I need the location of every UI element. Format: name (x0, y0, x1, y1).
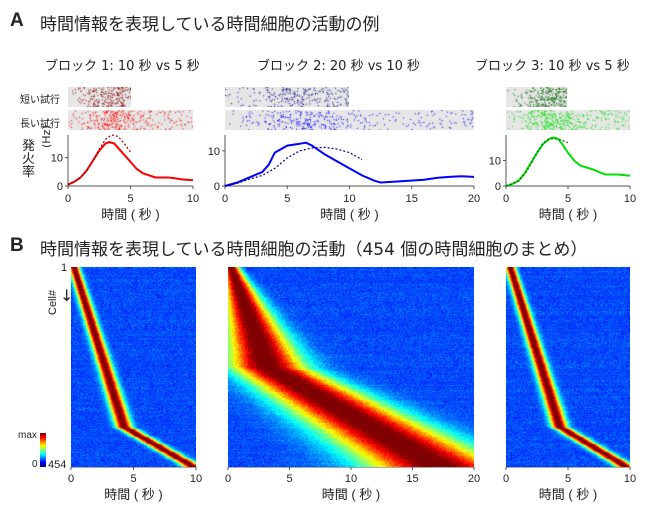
heatmap1-x-tick-label: 0 (68, 473, 74, 485)
block1-title: ブロック 1: 10 秒 vs 5 秒 (45, 59, 200, 74)
heatmap-3 (506, 267, 630, 467)
block3-dashed-line (505, 138, 569, 187)
block2-raster-long (225, 110, 474, 130)
short-trial-label: 短い試行 (20, 95, 60, 106)
block2-x-label: 時間 ( 秒 ) (320, 207, 379, 222)
block2-x-tick-label: 0 (222, 193, 228, 205)
block1-x-tick-label: 5 (127, 193, 133, 205)
block3-title: ブロック 3: 10 秒 vs 5 秒 (475, 59, 630, 74)
block3-solid-line (505, 136, 631, 187)
section-a-title: 時間情報を表現している時間細胞の活動の例 (40, 15, 380, 35)
block2-y-tick-label: 0 (214, 181, 220, 193)
heatmap1-x-label: 時間 ( 秒 ) (104, 487, 163, 502)
block2-x-tick-label: 20 (468, 193, 480, 205)
block3-y-tick-label: 10 (489, 156, 501, 168)
section-a-letter: A (10, 10, 24, 31)
cell-last-label: 454 (48, 459, 67, 471)
long-trial-label: 長い試行 (20, 119, 60, 130)
heatmap-1 (71, 267, 196, 467)
block1-x-tick-label: 10 (187, 193, 199, 205)
block2-raster-short (225, 87, 349, 107)
block3-x-tick-label: 5 (565, 193, 571, 205)
section-b-title: 時間情報を表現している時間細胞の活動（454 個の時間細胞のまとめ） (40, 240, 588, 260)
block2-x-tick-label: 5 (284, 193, 290, 205)
block3-x-label: 時間 ( 秒 ) (539, 207, 598, 222)
block2-x-tick-label: 10 (343, 193, 355, 205)
heatmap2-x-tick-label: 5 (286, 473, 292, 485)
heatmap3-x-tick-label: 5 (565, 473, 571, 485)
block1-raster-long (68, 110, 193, 130)
heatmap2-x-tick-label: 20 (468, 473, 480, 485)
block3-raster-long (506, 110, 630, 130)
heatmap2-x-tick-label: 10 (345, 473, 357, 485)
block1-x-label: 時間 ( 秒 ) (101, 207, 160, 222)
block1-solid-line (67, 141, 194, 186)
heatmap2-x-tick-label: 15 (406, 473, 418, 485)
block2-title: ブロック 2: 20 秒 vs 10 秒 (257, 59, 420, 74)
down-arrow-icon: ↓ (60, 286, 74, 305)
block2-dashed-line (224, 146, 363, 187)
heatmap3-x-tick-label: 10 (624, 473, 636, 485)
heatmap2-x-label: 時間 ( 秒 ) (322, 487, 381, 502)
block3-x-tick-label: 0 (503, 193, 509, 205)
block2-solid-line (224, 141, 475, 187)
heatmap3-x-label: 時間 ( 秒 ) (539, 487, 598, 502)
heatmap1-x-tick-label: 10 (190, 473, 202, 485)
block3-raster-short (506, 87, 567, 107)
section-b-letter: B (10, 235, 24, 256)
block1-y-tick-label: 10 (51, 153, 63, 165)
heatmap2-x-tick-label: 0 (225, 473, 231, 485)
colorbar-max-label: max (18, 430, 37, 441)
block3-x-tick-label: 10 (624, 193, 636, 205)
colorbar (40, 433, 46, 467)
block2-x-tick-label: 15 (406, 193, 418, 205)
cell-first-label: 1 (61, 262, 68, 274)
heatmap-2 (228, 267, 474, 467)
heatmap3-x-tick-label: 0 (503, 473, 509, 485)
block2-y-tick-label: 10 (208, 146, 220, 158)
heatmap1-x-tick-label: 5 (130, 473, 136, 485)
block1-y-tick-label: 0 (57, 181, 63, 193)
y-axis-label: 発火率 (22, 140, 36, 179)
block1-raster-short (68, 87, 131, 107)
block1-dashed-line (67, 134, 131, 186)
colorbar-min-label: 0 (32, 459, 38, 470)
y-label-line1: 発火率 (22, 139, 36, 180)
block1-x-tick-label: 0 (65, 193, 71, 205)
block3-y-tick-label: 0 (495, 181, 501, 193)
